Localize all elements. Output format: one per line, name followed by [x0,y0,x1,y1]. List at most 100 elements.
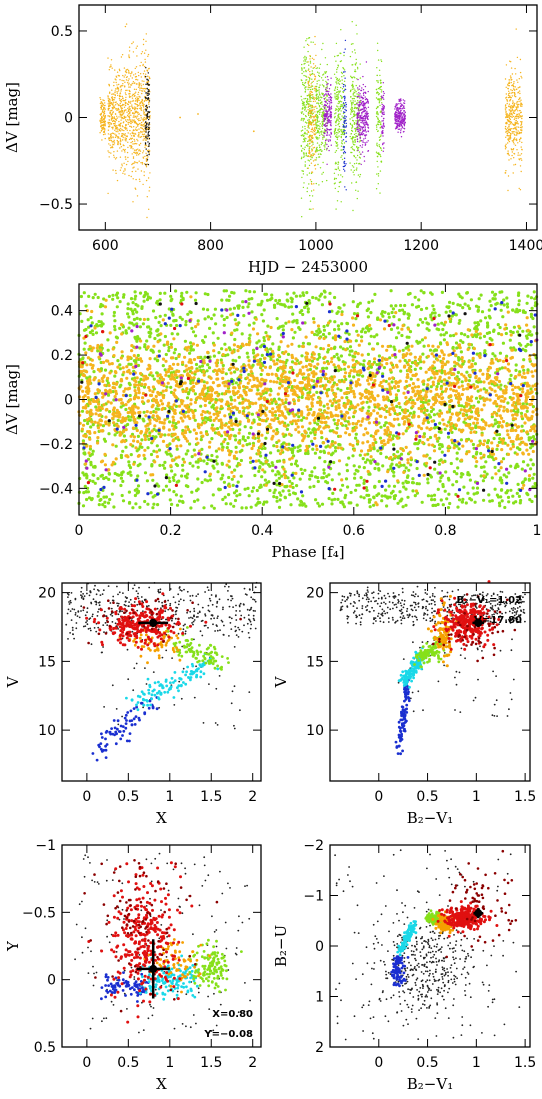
data-point [194,334,198,338]
data-point [308,143,311,145]
data-point [161,463,165,467]
data-point [507,114,509,116]
data-point [400,130,402,132]
data-point [364,109,367,112]
data-point [140,135,142,138]
data-point [336,67,339,69]
data-point [330,121,332,124]
data-point [147,55,149,57]
data-point [315,88,318,90]
data-point [341,140,343,142]
data-point [140,53,143,55]
data-point [518,138,521,141]
data-point [440,290,444,294]
data-point [409,377,413,381]
data-point [116,71,119,73]
data-point [517,303,521,307]
data-point [359,63,361,65]
data-point [104,129,106,131]
data-point [292,491,296,495]
data-point [352,43,354,45]
data-point [513,86,515,88]
data-point [130,122,132,125]
data-point [376,80,378,82]
data-point [116,136,118,138]
data-point [314,78,316,81]
data-point [370,299,374,303]
data-point [312,80,314,83]
data-point [378,144,380,146]
data-point [233,370,237,374]
data-point [145,75,147,78]
data-point [345,109,347,112]
data-point [358,85,361,87]
data-point [398,490,402,494]
data-point [134,142,137,145]
data-point [354,49,356,51]
data-point [185,396,190,400]
data-point [143,70,146,72]
data-point [354,95,357,98]
data-point [318,355,322,359]
data-point [146,115,149,118]
data-point [113,324,117,329]
data-point [361,122,363,124]
data-point [352,375,356,379]
data-point [507,152,509,154]
data-point [325,97,327,99]
data-point [373,292,377,296]
data-point [367,140,369,142]
data-point [308,123,310,125]
data-point [148,153,150,156]
data-point [379,86,381,89]
data-point [400,107,402,110]
data-point [379,170,382,172]
data-point [381,125,383,127]
data-point [100,101,103,103]
x-tick-label: 600 [92,238,119,254]
data-point [514,163,517,166]
data-point [124,148,126,151]
data-point [358,101,360,103]
data-point [356,114,358,117]
data-point [313,98,315,101]
data-point [189,506,193,510]
data-point [519,71,522,74]
data-point [473,362,477,366]
data-point [512,88,515,90]
data-point [340,174,342,176]
data-point [113,116,116,118]
data-point [517,81,519,84]
data-point [102,120,105,123]
data-point [404,466,408,470]
data-point [383,147,385,149]
data-point [335,168,338,171]
data-point [83,418,87,423]
data-point [511,116,513,118]
data-point [378,101,381,103]
data-point [145,40,147,42]
data-point [308,104,310,106]
data-point [311,78,313,80]
data-point [109,124,111,126]
data-point [355,58,357,61]
data-point [516,126,518,128]
data-point [361,144,364,146]
data-point [389,289,393,293]
data-point [172,351,176,355]
data-point [330,105,333,108]
data-point [326,102,329,105]
data-point [129,145,131,147]
data-point [508,92,511,94]
data-point [199,438,203,442]
data-point [317,163,319,166]
data-point [233,328,237,332]
data-point [315,159,317,161]
data-point [509,132,512,135]
data-point [301,150,303,152]
data-point [304,55,306,58]
data-point [322,161,324,164]
data-point [142,38,145,41]
data-point [135,91,137,93]
data-point [355,135,357,137]
